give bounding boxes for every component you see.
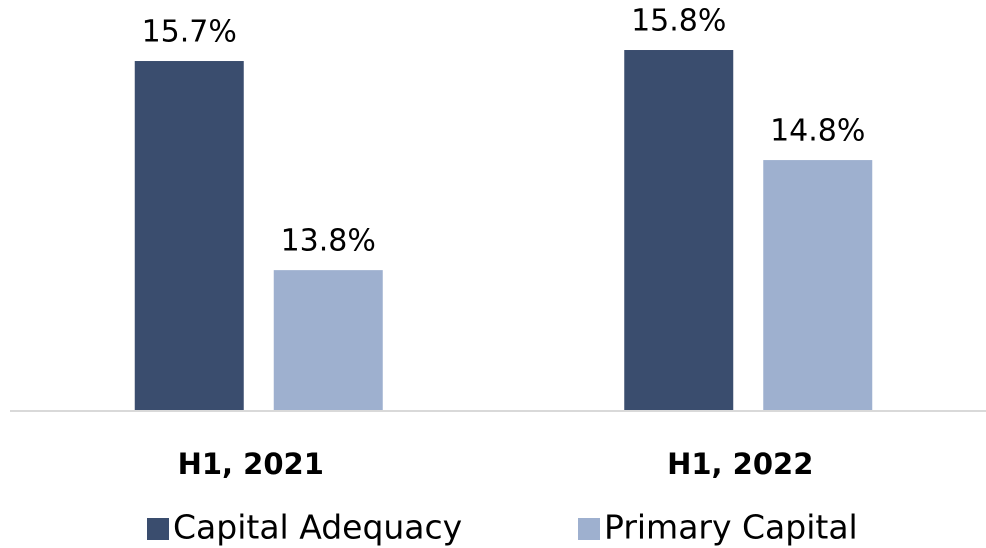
legend-label: Capital Adequacy [173,508,462,547]
bar [273,270,383,411]
bar [624,50,734,411]
data-label: 15.8% [631,4,726,39]
legend-label: Primary Capital [604,508,858,547]
x-tick-label: H1, 2021 [178,447,324,481]
data-label: 15.7% [142,15,237,50]
data-label: 13.8% [281,224,376,259]
bar [134,61,244,411]
data-label: 14.8% [770,114,865,149]
bar [763,160,873,411]
legend-swatch [147,518,169,540]
legend-swatch [578,518,600,540]
x-tick-label: H1, 2022 [667,447,813,481]
